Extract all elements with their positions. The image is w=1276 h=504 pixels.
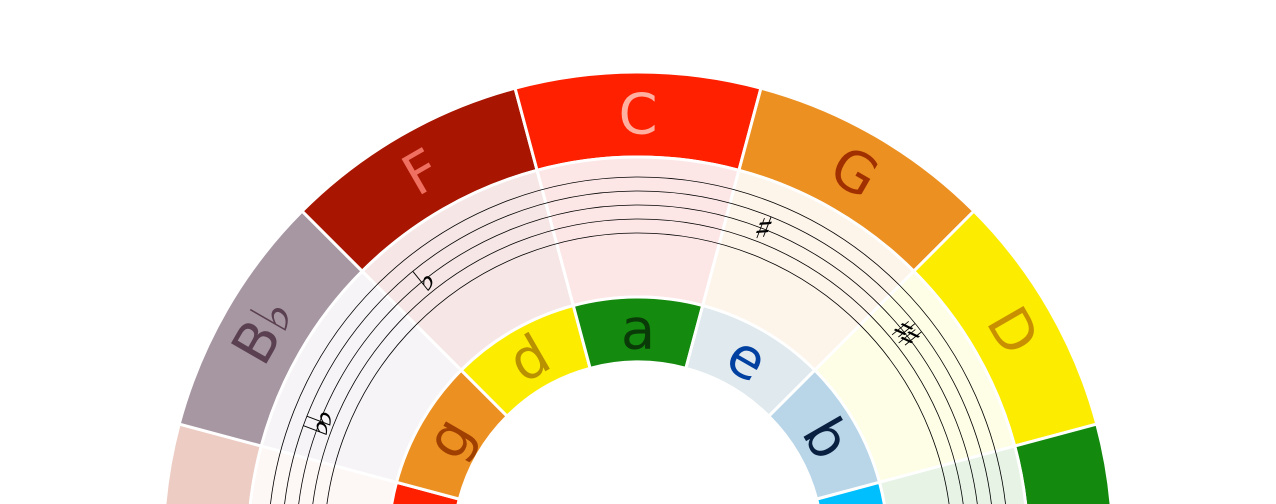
- rings: [163, 70, 1113, 504]
- staff-line: [298, 204, 978, 504]
- staff-line: [284, 190, 992, 504]
- minor-segment: [814, 480, 886, 504]
- minor-key-label: a: [621, 298, 655, 363]
- staff: [270, 176, 1006, 504]
- staff-line: [326, 232, 950, 504]
- staff-line: [312, 218, 964, 504]
- staff-line: [270, 176, 1006, 504]
- major-key-label: C: [618, 83, 657, 148]
